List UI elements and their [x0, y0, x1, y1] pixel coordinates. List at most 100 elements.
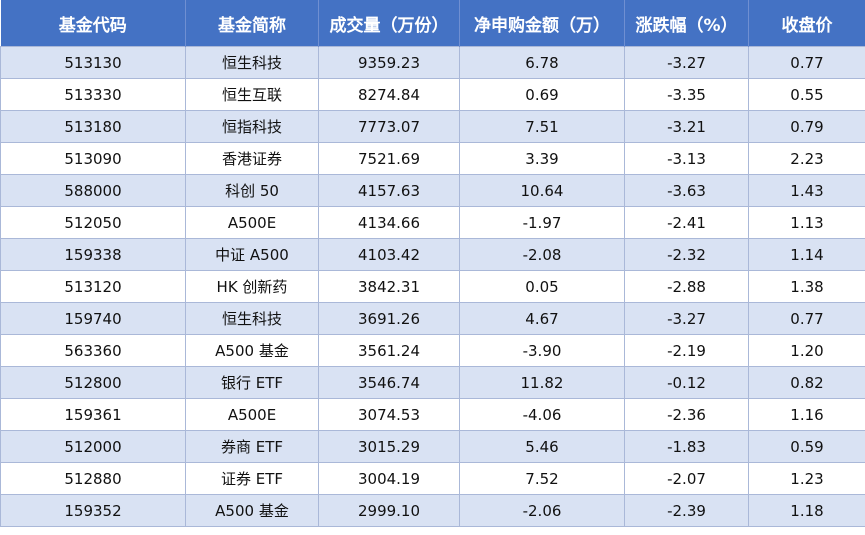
- table-cell: 证券 ETF: [185, 462, 319, 495]
- table-cell: 512050: [0, 206, 186, 239]
- table-cell: 3074.53: [318, 398, 460, 431]
- header-cell: 基金简称: [185, 0, 319, 47]
- table-cell: 4103.42: [318, 238, 460, 271]
- table-cell: 3561.24: [318, 334, 460, 367]
- table-cell: 3691.26: [318, 302, 460, 335]
- table-cell: -2.19: [624, 334, 749, 367]
- table-cell: -1.97: [459, 206, 625, 239]
- table-cell: 159361: [0, 398, 186, 431]
- table-cell: -1.83: [624, 430, 749, 463]
- table-cell: 3546.74: [318, 366, 460, 399]
- header-row: 基金代码 基金简称 成交量（万份） 净申购金额（万） 涨跌幅（%） 收盘价: [0, 0, 865, 47]
- table-cell: -3.63: [624, 174, 749, 207]
- header-cell: 净申购金额（万）: [459, 0, 625, 47]
- table-row: 512880 证券 ETF 3004.19 7.52 -2.07 1.23: [0, 462, 865, 495]
- table-cell: 5.46: [459, 430, 625, 463]
- table-cell: 科创 50: [185, 174, 319, 207]
- header-cell: 基金代码: [0, 0, 186, 47]
- table-cell: 6.78: [459, 46, 625, 79]
- table-cell: 0.77: [748, 46, 865, 79]
- table-row: 513180 恒指科技 7773.07 7.51 -3.21 0.79: [0, 110, 865, 143]
- table-row: 159740 恒生科技 3691.26 4.67 -3.27 0.77: [0, 302, 865, 335]
- table-cell: 8274.84: [318, 78, 460, 111]
- header-cell: 涨跌幅（%）: [624, 0, 749, 47]
- table-row: 159338 中证 A500 4103.42 -2.08 -2.32 1.14: [0, 238, 865, 271]
- table-cell: 7.51: [459, 110, 625, 143]
- table-cell: -0.12: [624, 366, 749, 399]
- table-cell: 1.23: [748, 462, 865, 495]
- table-cell: 2.23: [748, 142, 865, 175]
- table-row: 512050 A500E 4134.66 -1.97 -2.41 1.13: [0, 206, 865, 239]
- table-row: 513130 恒生科技 9359.23 6.78 -3.27 0.77: [0, 46, 865, 79]
- table-cell: 0.05: [459, 270, 625, 303]
- table-cell: -3.27: [624, 302, 749, 335]
- table-cell: 1.18: [748, 494, 865, 527]
- table-cell: 香港证券: [185, 142, 319, 175]
- header-cell: 成交量（万份）: [318, 0, 460, 47]
- table-cell: 3.39: [459, 142, 625, 175]
- table-cell: 4157.63: [318, 174, 460, 207]
- table-row: 512000 券商 ETF 3015.29 5.46 -1.83 0.59: [0, 430, 865, 463]
- table-row: 563360 A500 基金 3561.24 -3.90 -2.19 1.20: [0, 334, 865, 367]
- table-cell: 0.77: [748, 302, 865, 335]
- table-cell: -2.08: [459, 238, 625, 271]
- table-cell: -3.21: [624, 110, 749, 143]
- table-cell: 0.79: [748, 110, 865, 143]
- table-cell: -2.39: [624, 494, 749, 527]
- table-cell: 3004.19: [318, 462, 460, 495]
- table-cell: 11.82: [459, 366, 625, 399]
- table-cell: -2.88: [624, 270, 749, 303]
- table-row: 588000 科创 50 4157.63 10.64 -3.63 1.43: [0, 174, 865, 207]
- table-cell: 中证 A500: [185, 238, 319, 271]
- table-cell: 1.38: [748, 270, 865, 303]
- table-cell: 159740: [0, 302, 186, 335]
- table-body: 513130 恒生科技 9359.23 6.78 -3.27 0.77 513330 恒生互联…: [0, 46, 865, 527]
- table-cell: 159338: [0, 238, 186, 271]
- table-cell: 3842.31: [318, 270, 460, 303]
- table-cell: -2.06: [459, 494, 625, 527]
- table-cell: 513180: [0, 110, 186, 143]
- table-cell: 0.82: [748, 366, 865, 399]
- table-cell: 1.20: [748, 334, 865, 367]
- table-cell: 513130: [0, 46, 186, 79]
- table-cell: 银行 ETF: [185, 366, 319, 399]
- table-cell: 563360: [0, 334, 186, 367]
- table-row: 159361 A500E 3074.53 -4.06 -2.36 1.16: [0, 398, 865, 431]
- table-cell: A500E: [185, 398, 319, 431]
- table-row: 513120 HK 创新药 3842.31 0.05 -2.88 1.38: [0, 270, 865, 303]
- table-cell: 4.67: [459, 302, 625, 335]
- table-cell: 券商 ETF: [185, 430, 319, 463]
- table-cell: 588000: [0, 174, 186, 207]
- table-cell: 3015.29: [318, 430, 460, 463]
- header-cell: 收盘价: [748, 0, 865, 47]
- table-cell: HK 创新药: [185, 270, 319, 303]
- table-cell: 4134.66: [318, 206, 460, 239]
- table-cell: 513330: [0, 78, 186, 111]
- table-row: 513090 香港证券 7521.69 3.39 -3.13 2.23: [0, 142, 865, 175]
- table-cell: -3.90: [459, 334, 625, 367]
- table-cell: 7521.69: [318, 142, 460, 175]
- table-cell: -3.13: [624, 142, 749, 175]
- table-cell: 恒生科技: [185, 46, 319, 79]
- table-cell: 513090: [0, 142, 186, 175]
- table-cell: 1.14: [748, 238, 865, 271]
- table-cell: 0.55: [748, 78, 865, 111]
- table-cell: 10.64: [459, 174, 625, 207]
- table-cell: 恒生科技: [185, 302, 319, 335]
- table-cell: 7773.07: [318, 110, 460, 143]
- table-cell: 0.59: [748, 430, 865, 463]
- table-row: 159352 A500 基金 2999.10 -2.06 -2.39 1.18: [0, 494, 865, 527]
- table-cell: 恒生互联: [185, 78, 319, 111]
- table-row: 512800 银行 ETF 3546.74 11.82 -0.12 0.82: [0, 366, 865, 399]
- table-cell: 159352: [0, 494, 186, 527]
- table-cell: 513120: [0, 270, 186, 303]
- table-cell: -2.32: [624, 238, 749, 271]
- table-cell: 7.52: [459, 462, 625, 495]
- table-cell: 2999.10: [318, 494, 460, 527]
- table-cell: A500 基金: [185, 494, 319, 527]
- table-cell: A500E: [185, 206, 319, 239]
- table-cell: -4.06: [459, 398, 625, 431]
- table-cell: 1.16: [748, 398, 865, 431]
